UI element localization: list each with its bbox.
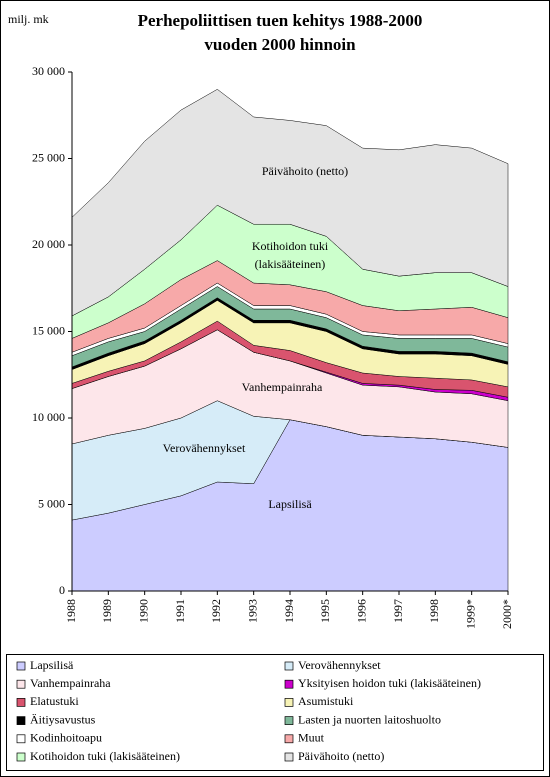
- x-tick-label: 1989: [100, 599, 114, 623]
- legend-label: Verovähennykset: [298, 658, 381, 672]
- chart-title: Perhepoliittisen tuen kehitys 1988-2000: [138, 11, 423, 30]
- legend-label: Äitiysavustus: [30, 712, 96, 726]
- legend-swatch: [16, 698, 26, 707]
- x-tick-label: 1995: [318, 599, 332, 623]
- legend-swatch: [284, 661, 294, 671]
- legend-label: Yksityisen hoidon tuki (lakisääteinen): [298, 676, 481, 690]
- legend-label: Lapsilisä: [30, 658, 74, 672]
- legend-swatch: [16, 734, 26, 744]
- legend-swatch: [284, 752, 294, 762]
- x-tick-label: 1993: [245, 599, 259, 623]
- annotation: Vanhempainraha: [242, 380, 323, 394]
- annotation: Kotihoidon tuki: [252, 239, 329, 253]
- y-tick-label: 30 000: [32, 64, 65, 78]
- x-tick-label: 1991: [173, 599, 187, 623]
- legend-label: Muut: [298, 731, 325, 745]
- legend-swatch: [284, 679, 294, 689]
- chart-title: vuoden 2000 hinnoin: [204, 35, 356, 54]
- legend-label: Kodinhoitoapu: [30, 731, 102, 745]
- legend-swatch: [16, 661, 26, 671]
- legend-label: Päivähoito (netto): [298, 749, 384, 763]
- legend-swatch: [284, 698, 294, 707]
- y-tick-label: 10 000: [32, 410, 65, 424]
- legend-swatch: [16, 752, 26, 762]
- legend-box: [6, 654, 544, 771]
- annotation: Päivähoito (netto): [262, 164, 348, 178]
- legend-swatch: [284, 734, 294, 744]
- legend-label: Elatustuki: [30, 694, 79, 708]
- legend-swatch: [16, 716, 26, 725]
- legend-swatch: [284, 716, 294, 725]
- x-tick-label: 1992: [209, 599, 223, 623]
- x-tick-label: 1994: [282, 599, 296, 623]
- y-tick-label: 0: [59, 583, 65, 597]
- y-tick-label: 25 000: [32, 150, 65, 164]
- plot-area: [71, 89, 509, 592]
- x-tick-label: 1996: [354, 599, 368, 623]
- legend-label: Lasten ja nuorten laitoshuolto: [298, 712, 441, 726]
- x-tick-label: 1997: [391, 599, 405, 623]
- x-tick-label: 1988: [64, 599, 78, 623]
- annotation: Lapsilisä: [268, 497, 312, 511]
- y-tick-label: 5 000: [38, 496, 65, 510]
- area: [71, 89, 509, 317]
- legend-swatch: [16, 679, 26, 689]
- legend-label: Asumistuki: [298, 694, 354, 708]
- annotation: (lakisääteinen): [255, 257, 326, 271]
- x-tick-label: 2000*: [500, 599, 514, 629]
- legend-label: Kotihoidon tuki (lakisääteinen): [30, 749, 180, 763]
- x-tick-label: 1998: [427, 599, 441, 623]
- x-tick-label: 1990: [136, 599, 150, 623]
- legend-label: Vanhempainraha: [30, 676, 111, 690]
- x-tick-label: 1999*: [463, 599, 477, 629]
- y-axis-label: milj. mk: [8, 12, 49, 26]
- y-tick-label: 15 000: [32, 323, 65, 337]
- y-tick-label: 20 000: [32, 237, 65, 251]
- annotation: Verovähennykset: [163, 441, 246, 455]
